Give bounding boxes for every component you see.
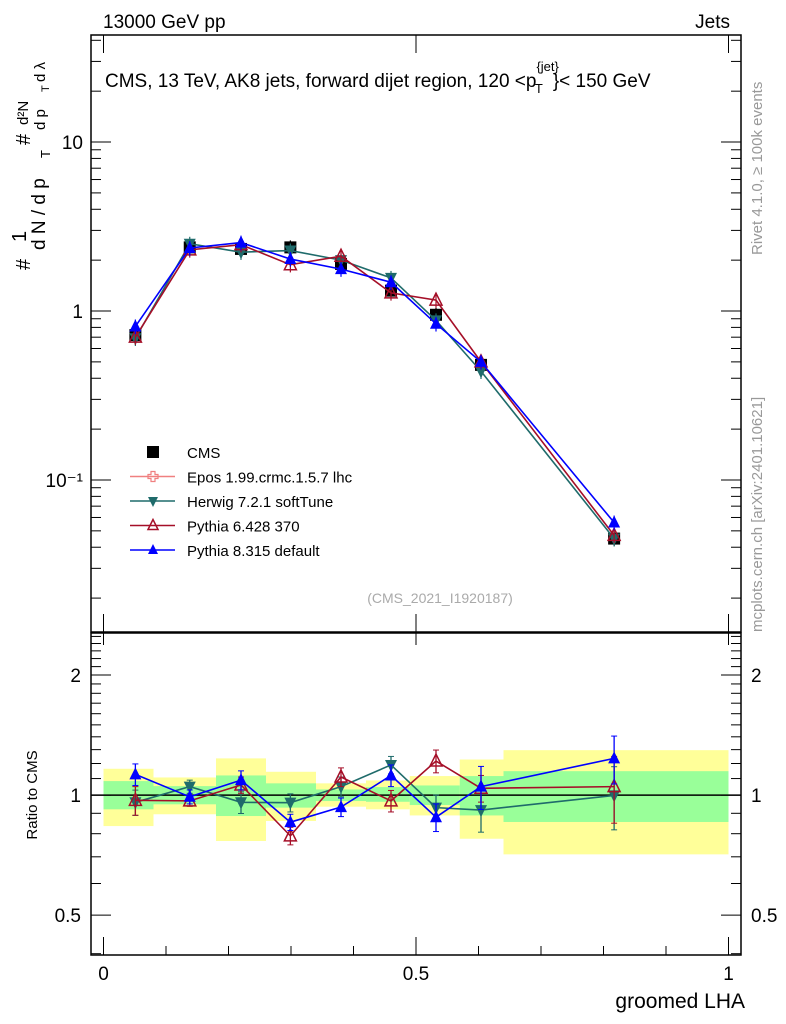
marker-square xyxy=(147,446,159,458)
legend-label: Herwig 7.2.1 softTune xyxy=(187,494,333,511)
y-tick-label: 1 xyxy=(72,302,83,323)
marker-triangle-up xyxy=(430,316,442,329)
marker-triangle-up xyxy=(335,262,347,275)
svg-text:#: # xyxy=(13,133,35,145)
marker-open-cross xyxy=(147,470,159,483)
main-plot: 10⁻¹ 1 10 CMS Epos 1.99.crmc.1.5.7 lhc Herwig… xyxy=(46,34,742,633)
y-tick-label-right: 1 xyxy=(751,786,762,807)
marker-open-triangle xyxy=(283,827,298,842)
marker-open-triangle xyxy=(606,777,622,793)
rivet-label: Rivet 4.1.0, ≥ 100k events xyxy=(749,82,766,255)
marker-open-triangle xyxy=(383,284,399,299)
marker-open-triangle xyxy=(428,752,444,767)
plot-title: CMS, 13 TeV, AK8 jets, forward dijet reg… xyxy=(105,59,651,96)
y-tick-label: 2 xyxy=(70,666,81,687)
marker-triangle-down xyxy=(183,781,196,794)
svg-text:d λ: d λ xyxy=(32,61,49,82)
marker-triangle-up xyxy=(235,773,247,786)
header-left: 13000 GeV pp xyxy=(103,12,226,33)
x-tick-label: 0 xyxy=(98,964,109,985)
marker-triangle-up xyxy=(183,789,196,802)
marker-triangle-up xyxy=(608,751,621,764)
marker-open-triangle xyxy=(128,791,143,807)
marker-triangle-up xyxy=(129,767,142,780)
legend-label: Pythia 8.315 default xyxy=(187,543,320,560)
marker-triangle-up xyxy=(608,515,621,528)
svg-text:T: T xyxy=(38,150,53,158)
y-tick-label: 10⁻¹ xyxy=(46,471,84,492)
y-tick-label-right: 0.5 xyxy=(751,906,777,927)
y-tick-label: 1 xyxy=(70,786,81,807)
marker-open-triangle xyxy=(128,328,143,343)
marker-triangle-up xyxy=(475,779,487,792)
svg-text:d N / d p: d N / d p xyxy=(29,178,50,250)
legend-label: Pythia 6.428 370 xyxy=(187,519,300,536)
marker-triangle-up xyxy=(385,275,397,288)
ratio-plot: 0.5 0.5 1 1 2 2 0 0.5 1 xyxy=(55,632,777,985)
marker-triangle-up xyxy=(148,544,158,554)
marker-open-triangle xyxy=(606,526,622,542)
x-tick-label: 0.5 xyxy=(403,964,429,985)
marker-open-triangle xyxy=(383,792,399,807)
svg-text:T: T xyxy=(40,85,52,92)
marker-triangle-down xyxy=(284,245,297,258)
marker-triangle-down xyxy=(475,366,487,379)
ratio-y-label: Ratio to CMS xyxy=(24,750,41,839)
marker-triangle-down xyxy=(284,797,297,810)
svg-text:#: # xyxy=(13,258,35,270)
marker-open-triangle xyxy=(333,247,349,262)
svg-text:d p: d p xyxy=(32,109,49,130)
series-line xyxy=(134,243,615,536)
svg-text:d²N: d²N xyxy=(15,101,32,125)
marker-triangle-up xyxy=(385,768,397,781)
x-tick-label: 1 xyxy=(723,964,734,985)
marker-triangle-down xyxy=(148,497,158,507)
svg-text:1: 1 xyxy=(9,231,31,242)
marker-open-triangle xyxy=(333,768,349,783)
x-axis-label: groomed LHA xyxy=(615,990,745,1013)
marker-triangle-up xyxy=(183,241,196,254)
marker-triangle-up xyxy=(475,354,487,367)
mcplots-label: mcplots.cern.ch [arXiv:2401.10621] xyxy=(749,397,766,632)
y-tick-label-right: 2 xyxy=(751,666,762,687)
marker-triangle-up xyxy=(335,800,347,813)
legend-label: CMS xyxy=(187,445,220,462)
marker-triangle-down xyxy=(475,805,487,818)
legend-label: Epos 1.99.crmc.1.5.7 lhc xyxy=(187,470,353,487)
marker-triangle-up xyxy=(430,810,442,823)
marker-triangle-down xyxy=(235,797,247,810)
y-axis-label: # 1 d N / d p T # d²N d p T d λ xyxy=(9,61,53,270)
marker-triangle-down xyxy=(335,781,347,794)
marker-triangle-up xyxy=(284,815,297,828)
marker-open-triangle xyxy=(146,517,160,531)
y-tick-label: 0.5 xyxy=(55,906,81,927)
y-tick-label: 10 xyxy=(62,133,83,154)
watermark: (CMS_2021_I1920187) xyxy=(367,590,513,606)
marker-open-triangle xyxy=(428,291,444,306)
marker-triangle-up xyxy=(284,252,297,265)
header-right: Jets xyxy=(695,12,730,33)
marker-triangle-up xyxy=(235,235,247,248)
marker-triangle-up xyxy=(129,319,142,332)
